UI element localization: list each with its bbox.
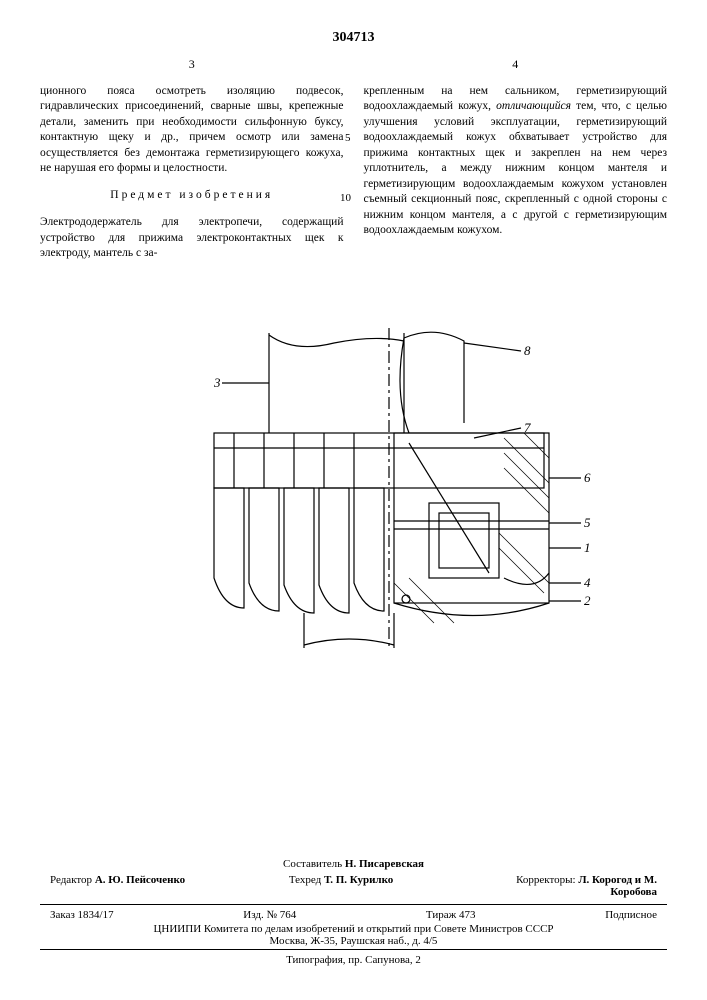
tirazh: Тираж 473 (426, 909, 476, 921)
margin-number-5: 5 (345, 132, 351, 144)
figure-label-6: 6 (584, 470, 591, 485)
figure-label-8: 8 (524, 343, 531, 358)
izd-number: Изд. № 764 (243, 909, 296, 921)
left-para-2: Электрододержатель для электропечи, соде… (40, 215, 344, 262)
credits-block: Составитель Н. Писаревская Редактор А. Ю… (40, 858, 667, 966)
rule-1 (40, 904, 667, 905)
editor-label: Редактор (50, 874, 92, 886)
col-number-right: 4 (364, 56, 668, 72)
compiler-row: Составитель Н. Писаревская (40, 858, 667, 870)
figure-container: 1 2 3 4 5 6 7 8 (40, 323, 667, 658)
pub-org: ЦНИИПИ Комитета по делам изобретений и о… (40, 923, 667, 935)
left-para-1: ционного пояса осмотреть изоляцию подвес… (40, 84, 344, 177)
rule-2 (40, 949, 667, 950)
figure-label-2: 2 (584, 593, 591, 608)
technical-drawing: 1 2 3 4 5 6 7 8 (94, 323, 614, 653)
correctors-label: Корректоры: (516, 874, 575, 886)
podpisnoe: Подписное (605, 909, 657, 921)
typography-line: Типография, пр. Сапунова, 2 (40, 954, 667, 966)
section-heading: Предмет изобретения (40, 188, 344, 204)
right-para-1b: тем, что, с целью улучшения условий эксп… (364, 100, 668, 236)
correctors-names: Л. Корогод и М. Коробова (578, 874, 657, 898)
page-root: 304713 3 ционного пояса осмотреть изоляц… (0, 0, 707, 1000)
document-number: 304713 (40, 30, 667, 46)
right-para-italic: отличающийся (496, 100, 571, 112)
text-columns: 3 ционного пояса осмотреть изоляцию подв… (40, 56, 667, 273)
compiler-name: Н. Писаревская (345, 858, 424, 870)
figure-label-4: 4 (584, 575, 591, 590)
left-column: 3 ционного пояса осмотреть изоляцию подв… (40, 56, 344, 273)
techred-cell: Техред Т. П. Курилко (289, 874, 393, 898)
right-column: 4 крепленным на нем сальником, герметизи… (364, 56, 668, 273)
techred-name: Т. П. Курилко (324, 874, 393, 886)
editor-cell: Редактор А. Ю. Пейсоченко (50, 874, 185, 898)
figure-label-5: 5 (584, 515, 591, 530)
pub-address: Москва, Ж-35, Раушская наб., д. 4/5 (40, 935, 667, 947)
compiler-label: Составитель (283, 858, 342, 870)
col-number-left: 3 (40, 56, 344, 72)
pub-row-1: Заказ 1834/17 Изд. № 764 Тираж 473 Подпи… (40, 907, 667, 923)
credits-row-2: Редактор А. Ю. Пейсоченко Техред Т. П. К… (40, 874, 667, 902)
figure-label-1: 1 (584, 540, 591, 555)
figure-label-7: 7 (524, 420, 531, 435)
correctors-cell: Корректоры: Л. Корогод и М. Коробова (497, 874, 657, 898)
techred-label: Техред (289, 874, 321, 886)
editor-name: А. Ю. Пейсоченко (95, 874, 185, 886)
right-para-1: крепленным на нем сальником, герметизиру… (364, 84, 668, 239)
margin-number-10: 10 (340, 192, 351, 204)
figure-label-3: 3 (213, 375, 221, 390)
order-number: Заказ 1834/17 (50, 909, 114, 921)
